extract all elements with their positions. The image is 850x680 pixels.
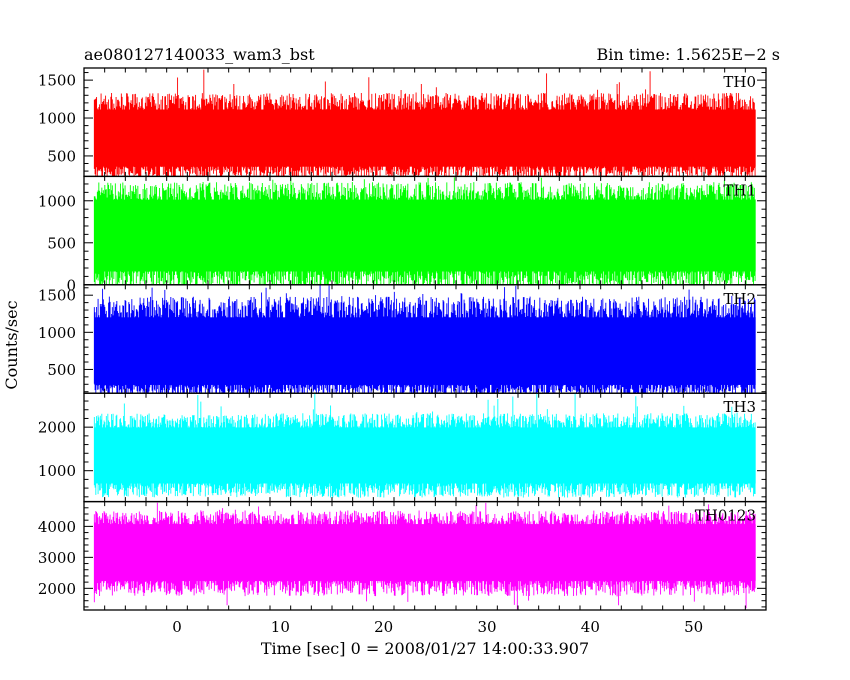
x-tick-label: 20	[374, 618, 393, 636]
panel-label-th2: TH2	[723, 290, 756, 308]
y-tick-label: 4000	[38, 518, 76, 536]
panel-frame	[83, 500, 767, 611]
x-tick-label: 0	[172, 618, 182, 636]
y-tick-label: 1000	[38, 110, 76, 128]
panel-th3: 1000 2000 TH3	[38, 392, 767, 503]
y-tick-label: 1500	[38, 72, 76, 90]
panel-label-th1: TH1	[723, 181, 756, 199]
series-band-th2	[94, 317, 756, 385]
x-axis-label: Time [sec] 0 = 2008/01/27 14:00:33.907	[261, 639, 589, 658]
series-band-th0	[94, 109, 756, 167]
panel-label-th0: TH0	[723, 73, 756, 91]
y-tick-label: 500	[47, 361, 76, 379]
x-tick-label: 40	[581, 618, 600, 636]
y-tick-label: 1000	[38, 192, 76, 210]
plot-title: ae080127140033_wam3_bst	[84, 45, 315, 64]
y-tick-label: 0	[66, 276, 76, 294]
y-tick-label: 1000	[38, 462, 76, 480]
x-tick-label: 50	[684, 618, 703, 636]
y-tick-label: 1000	[38, 324, 76, 342]
panel-label-th0123: TH0123	[695, 507, 756, 525]
y-axis-label: Counts/sec	[2, 300, 21, 389]
series-band-th1	[94, 199, 756, 272]
x-axis: 0 10 20 30 40 50	[172, 618, 703, 636]
y-tick-label: 3000	[38, 549, 76, 567]
panel-th0123: 2000 3000 4000 TH0123	[38, 500, 767, 611]
panel-th2: 500 1000 1500 TH2	[38, 284, 767, 394]
panel-label-th3: TH3	[723, 398, 756, 416]
y-tick-label: 1500	[38, 287, 76, 305]
x-tick-label: 10	[271, 618, 290, 636]
bin-time-label: Bin time: 1.5625E−2 s	[597, 45, 780, 64]
panel-th1: 0 500 1000 TH1	[38, 175, 767, 294]
series-band-th3	[94, 427, 756, 484]
series-band-th0123	[94, 524, 756, 582]
panels-group: 500 1000 1500 TH0 0 500 1000 TH1 500 1000 1500 TH2 1…	[38, 67, 767, 611]
x-tick-label: 30	[477, 618, 496, 636]
y-tick-label: 2000	[38, 419, 76, 437]
y-tick-label: 500	[47, 147, 76, 165]
y-tick-label: 500	[47, 234, 76, 252]
panel-th0: 500 1000 1500 TH0	[38, 67, 767, 178]
y-tick-label: 2000	[38, 580, 76, 598]
